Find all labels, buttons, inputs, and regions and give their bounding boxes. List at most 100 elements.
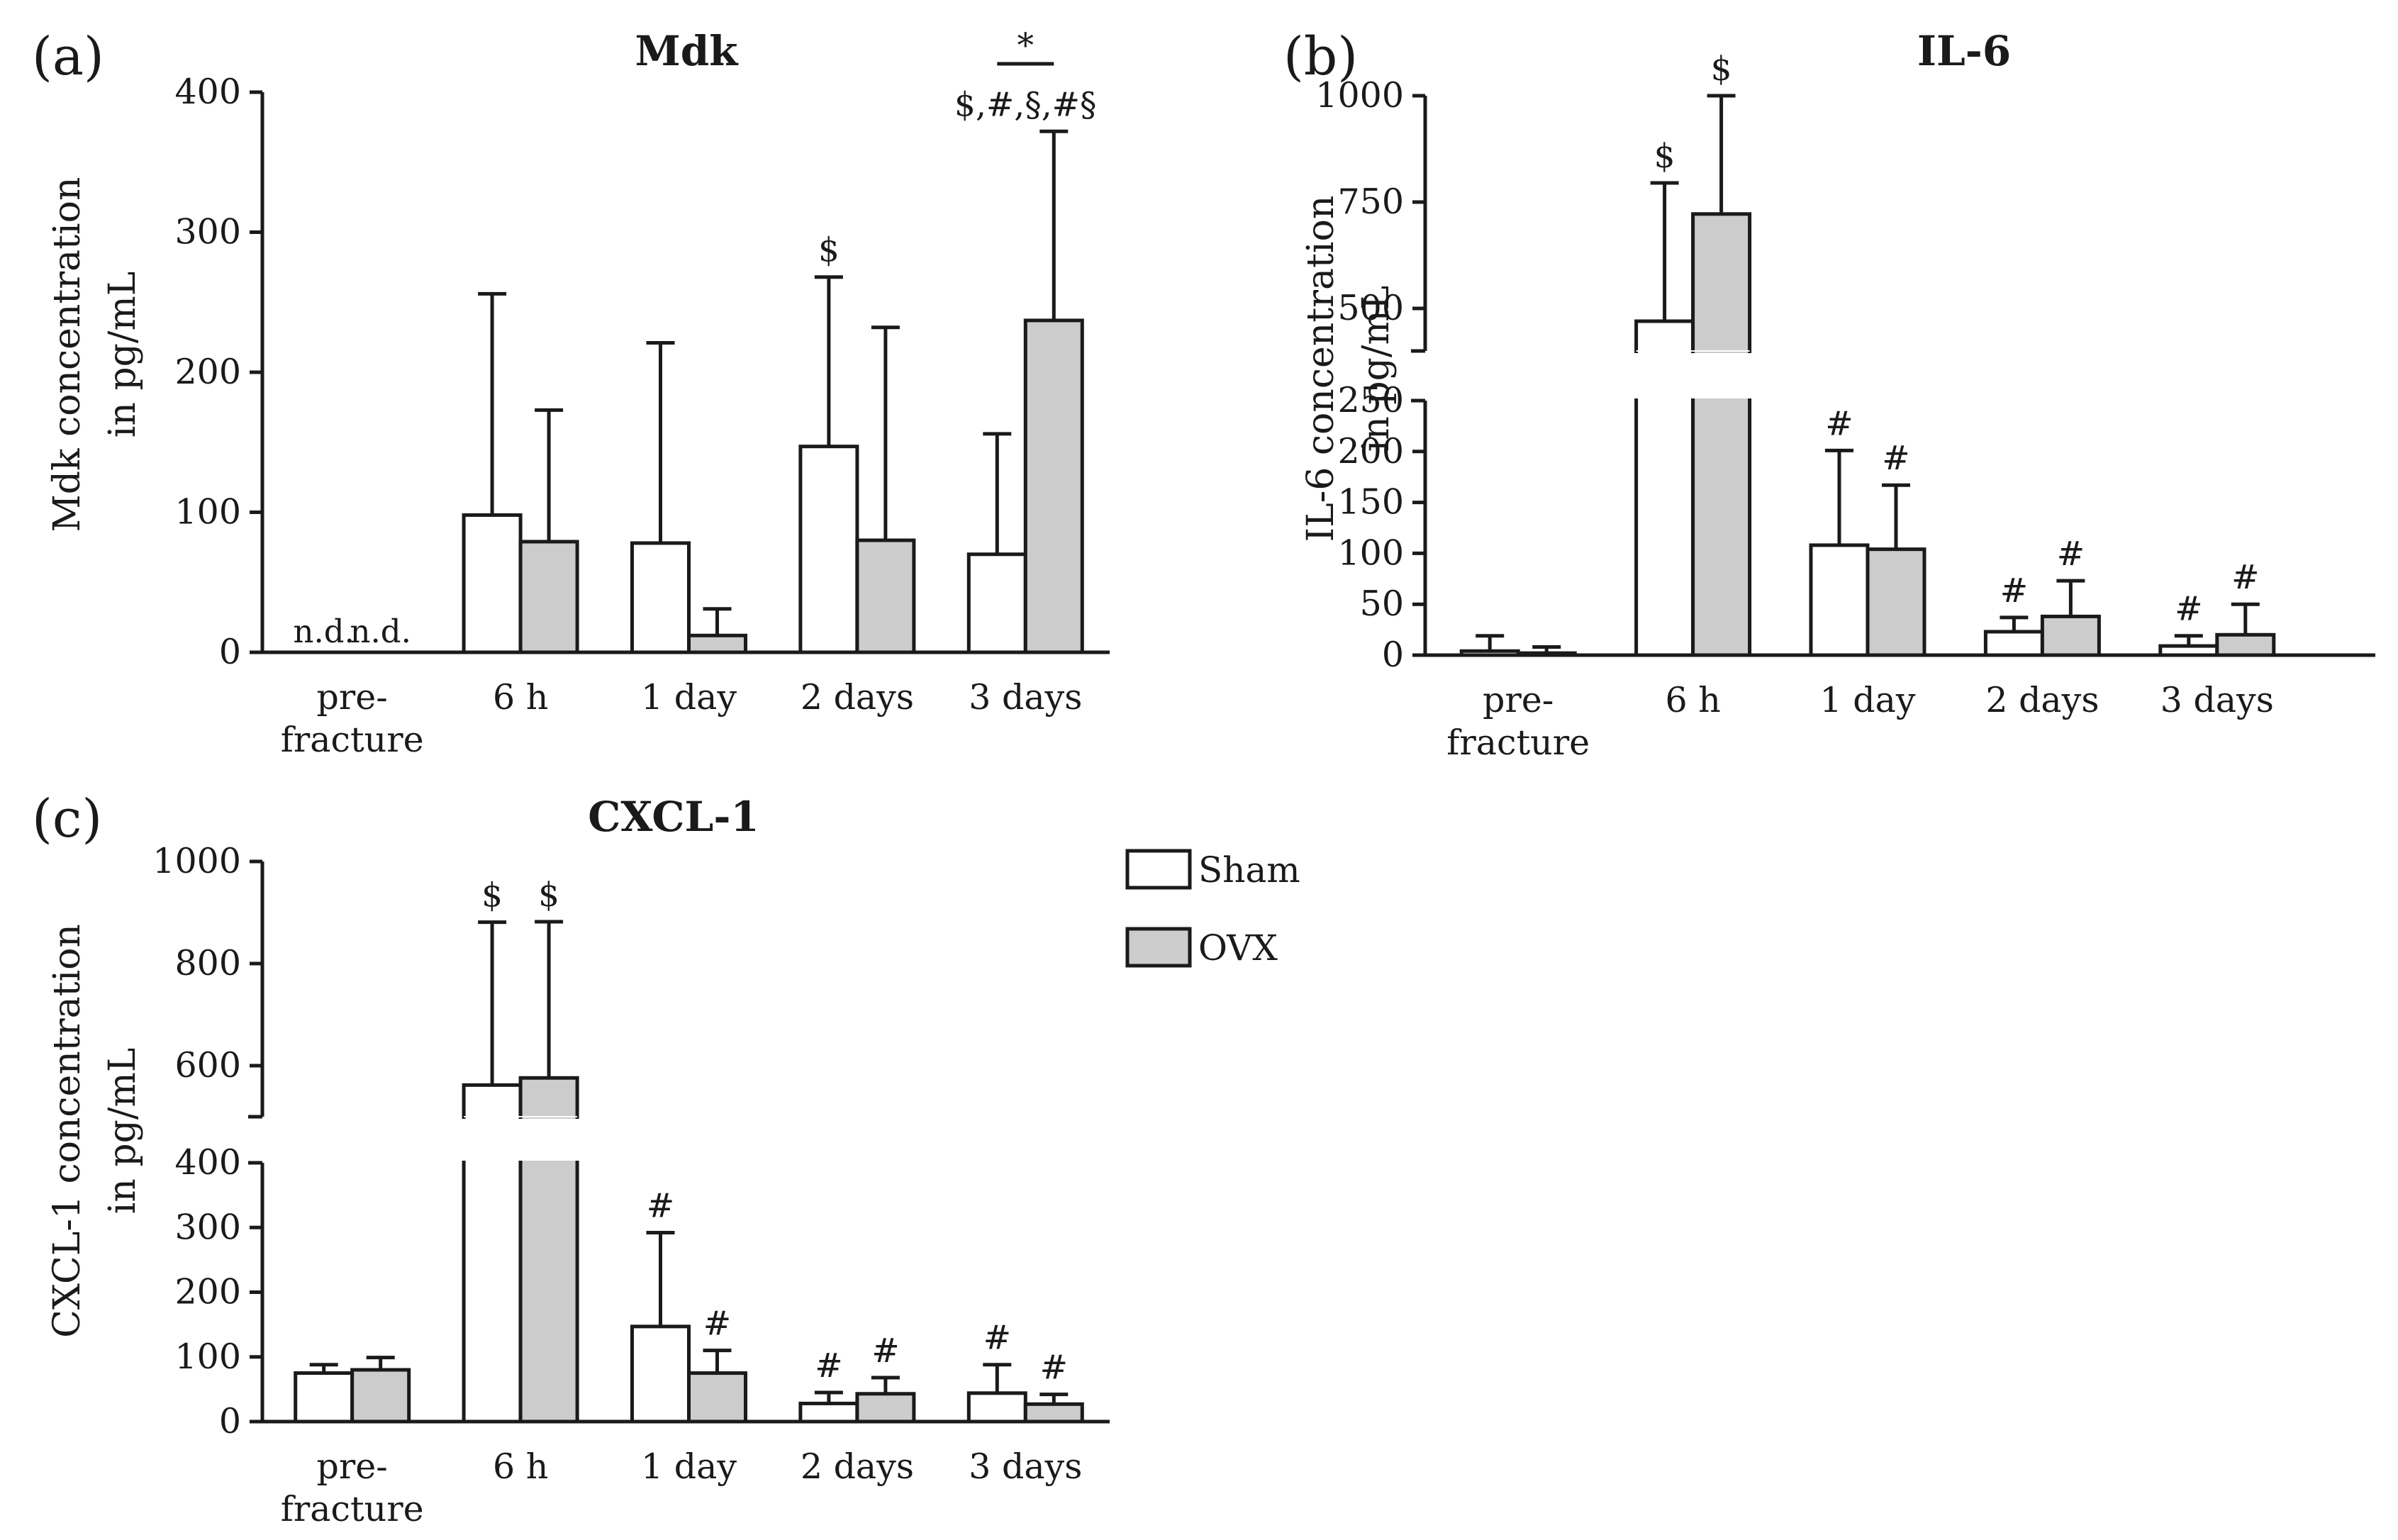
panel-b-title: IL-6 [1917,27,2011,75]
legend-swatch-ovx [1125,927,1192,968]
x-category-label: fracture [281,720,424,760]
panel-a-title: Mdk [635,27,740,75]
bar-ovx [855,1392,916,1424]
significance-marker: $ [538,876,559,915]
x-category-label: 3 days [969,677,1082,718]
significance-marker: # [871,1332,899,1371]
bar-ovx [1516,651,1577,657]
y-tick-label: 0 [219,632,241,672]
bar-sham [630,1324,691,1424]
panel-a-plot: 0 100 200 300 400 pre-fracture 6 h 1 day 2 days 3… [174,26,1110,760]
bar-sham [1809,543,1870,657]
x-category-label: fracture [281,1489,424,1529]
significance-marker: $,#,§,#§ [954,85,1096,124]
x-category-label: 2 days [1985,680,2099,720]
y-tick-label: 400 [174,72,241,112]
not-detected-label: n.d. [350,613,411,650]
panel-a-ylabel-line2: in pg/mL [101,272,144,438]
legend-label-ovx: OVX [1198,927,1278,969]
x-category-label: pre- [317,677,388,718]
axis-break-gap [268,1119,1110,1161]
bar-ovx [1023,1402,1084,1424]
significance-marker: # [1040,1349,1068,1388]
significance-marker: # [983,1319,1011,1358]
panel-b-il6-chart: (b) IL-6 IL-6 concentration in pg/mL 0 50… [1283,26,2375,763]
bar-sham [1983,630,2044,657]
bar-ovx [518,540,579,654]
bar-sham [1459,649,1520,657]
x-category-label: pre- [317,1446,388,1487]
panel-c-cxcl1-chart: (c) CXCL-1 CXCL-1 concentration in pg/mL… [32,788,1110,1529]
y-tick-label: 800 [174,943,241,983]
bar-sham [798,445,859,654]
y-tick-label: 100 [174,492,241,532]
panel-c-plot: 0 100 200 300 400 600 800 1000 pre-fracture 6 h 1 … [152,841,1110,1529]
y-tick-label: 600 [174,1045,241,1086]
legend-swatch-sham [1125,849,1192,890]
y-tick-label: 400 [174,1142,241,1183]
y-tick-label: 0 [219,1401,241,1441]
y-tick-label: 100 [1337,532,1404,573]
bar-ovx [2215,632,2276,657]
significance-marker: # [2175,590,2202,629]
x-category-label: 6 h [1665,680,1720,720]
panel-c-title: CXCL-1 [588,793,759,841]
axis-break-gap [1431,353,2375,398]
x-category-label: 2 days [801,677,914,718]
significance-marker: # [2231,558,2259,597]
y-tick-label: 200 [174,352,241,392]
x-category-label: 3 days [2160,680,2274,720]
significance-marker: $ [481,876,503,915]
bar-ovx [350,1368,411,1424]
y-tick-label: 50 [1360,584,1404,624]
panel-b-plot: 0 50 100 150 200 250 500 750 1000 pre-fracture 6 h… [1315,50,2375,763]
x-category-label: fracture [1446,722,1590,763]
significance-star: * [1017,26,1035,65]
panel-b-label: (b) [1283,26,1358,87]
significance-marker: # [647,1187,674,1226]
significance-marker: $ [1711,50,1732,89]
bar-ovx [687,1371,747,1424]
y-tick-label: 500 [1337,288,1404,328]
significance-marker: # [1825,404,1853,443]
bar-ovx [1023,318,1084,654]
x-category-label: 1 day [641,1446,737,1487]
y-tick-label: 150 [1337,482,1404,523]
y-tick-label: 1000 [1315,75,1404,116]
bar-sham [294,1371,355,1424]
legend-label-sham: Sham [1198,849,1300,891]
bar-ovx [1691,212,1752,657]
y-tick-label: 250 [1337,380,1404,420]
panel-c-ylabel-line1: CXCL-1 concentration [46,924,89,1338]
significance-marker: # [2057,535,2085,574]
y-tick-label: 300 [174,1207,241,1247]
significance-marker: $ [818,231,840,270]
bar-sham [462,513,523,654]
bar-sham [966,552,1027,654]
x-category-label: 2 days [801,1446,914,1487]
significance-marker: # [703,1305,731,1344]
x-category-label: 3 days [969,1446,1082,1487]
x-category-label: pre- [1483,680,1554,720]
bar-sham [798,1401,859,1424]
bar-sham [630,541,691,654]
panel-a-mdk-chart: (a) Mdk Mdk concentration in pg/mL 0 100 2… [32,26,1110,760]
panel-a-label: (a) [32,26,104,87]
x-category-label: 1 day [1819,680,1915,720]
legend: Sham OVX [1125,849,1300,969]
y-tick-label: 300 [174,212,241,252]
not-detected-label: n.d. [293,613,354,650]
panel-b-ylabel-line2: in pg/mL [1355,286,1398,452]
y-tick-label: 200 [174,1272,241,1312]
bar-ovx [687,633,747,654]
y-tick-label: 750 [1337,182,1404,222]
y-tick-label: 200 [1337,431,1404,472]
y-tick-label: 100 [174,1337,241,1377]
x-category-label: 1 day [641,677,737,718]
y-tick-label: 1000 [152,841,241,881]
panel-b-ylabel-line1: IL-6 concentration [1300,196,1342,542]
bar-sham [966,1391,1027,1424]
bar-sham [2158,644,2219,657]
bar-ovx [855,538,916,654]
